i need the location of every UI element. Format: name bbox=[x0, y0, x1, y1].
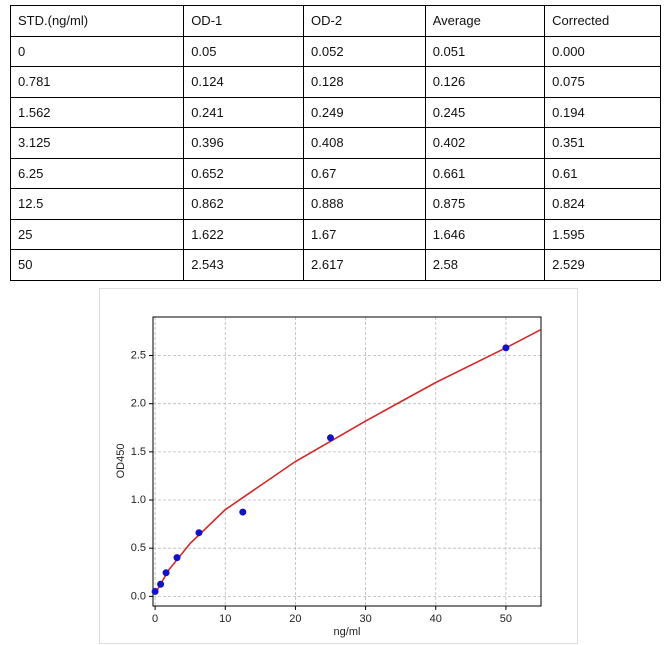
y-tick-label: 2.0 bbox=[131, 398, 146, 410]
x-tick-label: 50 bbox=[500, 613, 512, 625]
table-cell: 2.543 bbox=[183, 249, 305, 281]
x-tick-label: 0 bbox=[152, 613, 158, 625]
table-cell: OD-1 bbox=[183, 5, 305, 37]
x-tick-label: 40 bbox=[430, 613, 442, 625]
x-axis-label: ng/ml bbox=[334, 626, 361, 638]
table-row: 0.781 0.124 0.128 0.126 0.075 bbox=[9, 66, 661, 98]
table-cell: 0.075 bbox=[544, 66, 661, 98]
y-tick-label: 2.5 bbox=[131, 349, 146, 361]
table-cell: 0.402 bbox=[424, 127, 546, 159]
data-point bbox=[195, 529, 203, 537]
table-cell: 0.05 bbox=[183, 35, 305, 67]
data-point bbox=[239, 508, 247, 516]
y-tick-label: 1.0 bbox=[131, 494, 146, 506]
header-row: STD.(ng/ml) OD-1 OD-2 Average Corrected bbox=[9, 5, 661, 37]
table-cell: 0.249 bbox=[303, 96, 426, 128]
table-row: 0 0.05 0.052 0.051 0.000 bbox=[9, 35, 661, 67]
data-point bbox=[173, 554, 181, 562]
table-cell: 0.124 bbox=[183, 66, 305, 98]
table-cell: 0.128 bbox=[303, 66, 426, 98]
table-cell: STD.(ng/ml) bbox=[9, 5, 185, 37]
y-tick-label: 1.5 bbox=[131, 446, 146, 458]
table-cell: 0.000 bbox=[544, 35, 661, 67]
y-tick-label: 0.0 bbox=[131, 590, 146, 602]
table-cell: 2.529 bbox=[544, 249, 661, 281]
table-cell: Average bbox=[424, 5, 546, 37]
table-cell: 50 bbox=[9, 249, 185, 281]
table-cell: 0.051 bbox=[424, 35, 546, 67]
table-cell: 1.646 bbox=[424, 218, 546, 250]
table-row: 50 2.543 2.617 2.58 2.529 bbox=[9, 249, 661, 281]
plot-frame bbox=[152, 316, 542, 607]
table-cell: 0.652 bbox=[183, 157, 305, 189]
table-cell: 0.241 bbox=[183, 96, 305, 128]
table-cell: 2.58 bbox=[424, 249, 546, 281]
table-cell: 1.595 bbox=[544, 218, 661, 250]
x-tick-label: 10 bbox=[219, 613, 231, 625]
table-cell: 1.562 bbox=[9, 96, 185, 128]
data-point bbox=[327, 434, 335, 442]
y-tick-label: 0.5 bbox=[131, 542, 146, 554]
data-point bbox=[151, 587, 159, 595]
chart-frame bbox=[99, 288, 578, 644]
table-cell: 0.245 bbox=[424, 96, 546, 128]
table-cell: Corrected bbox=[544, 5, 661, 37]
data-point bbox=[157, 580, 165, 588]
table-cell: 0.396 bbox=[183, 127, 305, 159]
table-row: 25 1.622 1.67 1.646 1.595 bbox=[9, 218, 661, 250]
table-cell: 0.126 bbox=[424, 66, 546, 98]
table-cell: 0.61 bbox=[544, 157, 661, 189]
table-row: 1.562 0.241 0.249 0.245 0.194 bbox=[9, 96, 661, 128]
x-tick-label: 30 bbox=[359, 613, 371, 625]
table-cell: 12.5 bbox=[9, 188, 185, 220]
table-cell: 0.781 bbox=[9, 66, 185, 98]
table-cell: 0.052 bbox=[303, 35, 426, 67]
data-point bbox=[502, 344, 510, 352]
table-cell: 0 bbox=[9, 35, 185, 67]
table-cell: 0.824 bbox=[544, 188, 661, 220]
table-cell: 0.194 bbox=[544, 96, 661, 128]
x-tick-label: 20 bbox=[289, 613, 301, 625]
table-cell: 0.661 bbox=[424, 157, 546, 189]
y-axis-label: OD450 bbox=[115, 444, 127, 479]
data-point bbox=[162, 569, 170, 577]
data-table: STD.(ng/ml) OD-1 OD-2 Average Corrected 0 0.05… bbox=[9, 5, 661, 281]
